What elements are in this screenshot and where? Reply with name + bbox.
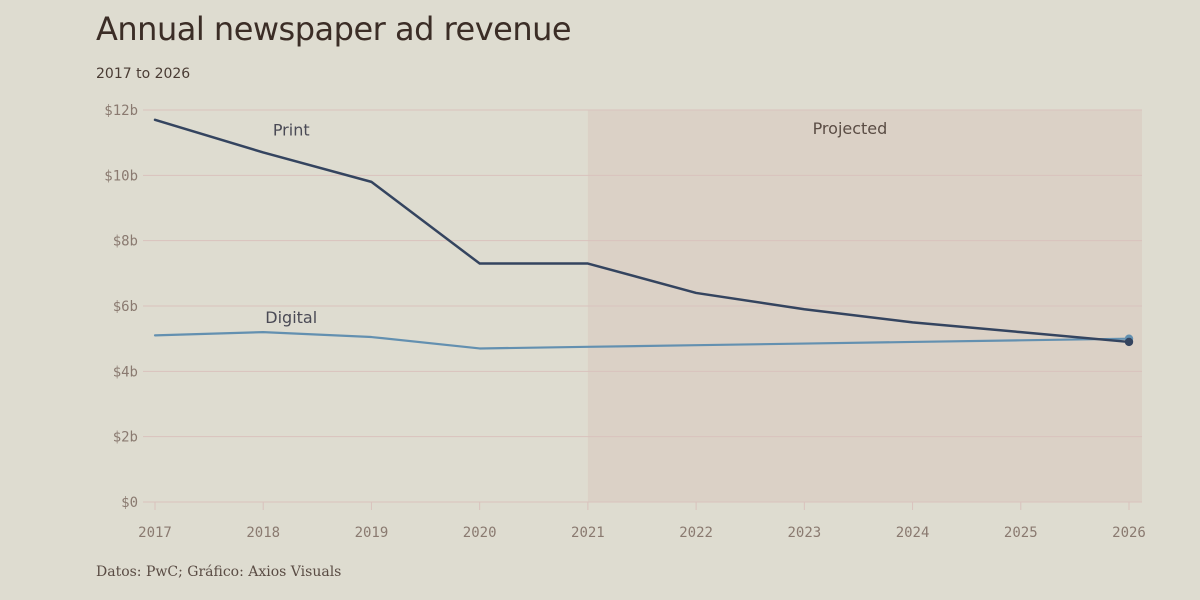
x-tick-label: 2021 <box>571 525 605 541</box>
y-tick-label: $6b <box>113 299 138 315</box>
x-tick-label: 2018 <box>246 525 280 541</box>
print-series-label: Print <box>273 120 310 139</box>
digital-series-label: Digital <box>265 308 317 327</box>
x-tick-label: 2025 <box>1004 525 1038 541</box>
chart-labels: Projected Print Digital <box>265 119 887 327</box>
projected-label: Projected <box>813 119 888 138</box>
x-tick-label: 2017 <box>138 525 172 541</box>
x-tick-label: 2020 <box>463 525 497 541</box>
gridlines <box>143 109 1142 503</box>
source-note: Datos: PwC; Gráfico: Axios Visuals <box>96 564 342 580</box>
x-tick-label: 2024 <box>896 525 930 541</box>
page-title: Annual newspaper ad revenue <box>96 10 572 48</box>
y-tick-label: $4b <box>113 364 138 380</box>
print-end-point <box>1124 337 1134 347</box>
y-tick-label: $0 <box>121 495 138 511</box>
y-tick-label: $12b <box>104 103 138 119</box>
x-tick-label: 2026 <box>1112 525 1146 541</box>
y-tick-label: $8b <box>113 234 138 250</box>
series-lines <box>153 118 1134 350</box>
y-tick-label: $2b <box>113 430 138 446</box>
digital-series-line <box>153 331 1131 350</box>
page-subtitle: 2017 to 2026 <box>96 66 191 82</box>
print-series-line <box>153 118 1131 344</box>
y-tick-label: $10b <box>104 168 138 184</box>
axes: $0 $2b $4b $6b $8b $10b $12b 2017 2018 2019 2020 20… <box>104 103 1146 541</box>
x-tick-label: 2023 <box>787 525 821 541</box>
x-tick-label: 2022 <box>679 525 713 541</box>
x-tick-label: 2019 <box>355 525 389 541</box>
